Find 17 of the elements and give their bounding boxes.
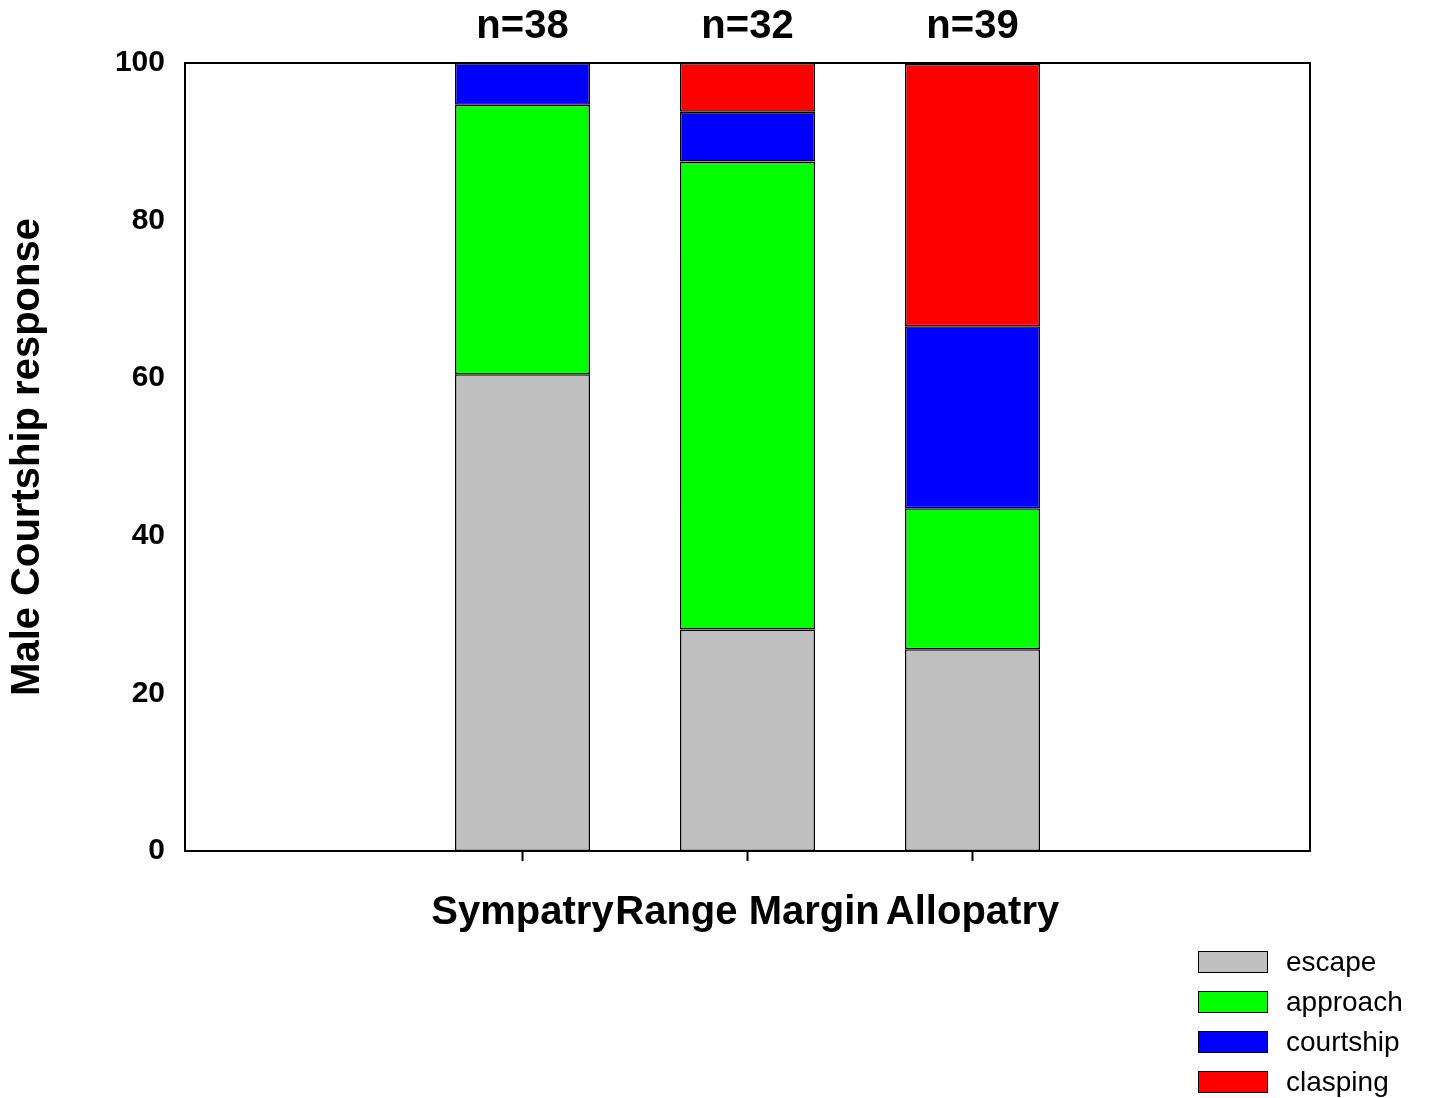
annotation: n=32 [701, 2, 794, 47]
y-tick-label: 80 [131, 201, 165, 235]
legend-label: approach [1286, 985, 1403, 1019]
y-axis-title: Male Courtship response [3, 218, 48, 696]
y-tick-label: 40 [131, 517, 165, 551]
y-tick-label: 20 [131, 674, 165, 708]
legend-label: courtship [1286, 1025, 1400, 1059]
annotation: n=38 [476, 2, 569, 47]
legend-label: clasping [1286, 1065, 1389, 1098]
legend-label: escape [1286, 945, 1377, 979]
x-tick-label: Allopatry [885, 888, 1060, 933]
y-tick-label: 60 [131, 359, 165, 393]
x-tick-label: Sympatry [431, 888, 615, 933]
x-tick-label: Range Margin [615, 888, 880, 933]
y-tick-label: 0 [148, 832, 165, 866]
y-tick-label: 100 [114, 44, 165, 78]
annotation: n=39 [926, 2, 1019, 47]
